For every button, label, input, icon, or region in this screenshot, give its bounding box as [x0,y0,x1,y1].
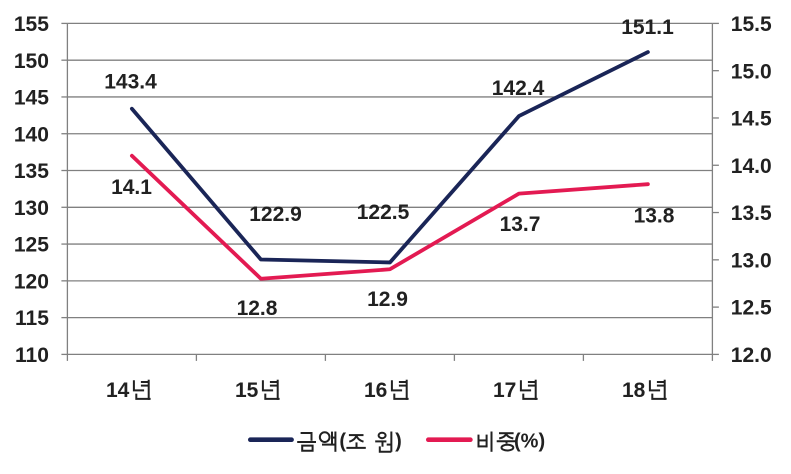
svg-text:142.4: 142.4 [492,77,545,100]
svg-text:12.9: 12.9 [367,288,408,311]
svg-text:15.0: 15.0 [731,60,772,83]
svg-text:122.5: 122.5 [357,201,410,224]
svg-text:135: 135 [14,160,49,183]
svg-text:14.5: 14.5 [731,108,772,131]
svg-text:(%): (%) [514,431,545,453]
svg-text:12.8: 12.8 [237,297,278,320]
svg-text:16: 16 [364,379,387,402]
svg-text:13.8: 13.8 [634,205,675,228]
svg-text:13.7: 13.7 [500,213,541,236]
svg-text:110: 110 [15,344,49,367]
svg-text:145: 145 [14,87,49,110]
svg-text:151.1: 151.1 [621,16,674,39]
svg-text:14.0: 14.0 [731,155,772,178]
svg-text:12.5: 12.5 [731,297,772,320]
svg-text:12.0: 12.0 [731,344,772,367]
svg-text:130: 130 [14,197,49,220]
svg-text:15.5: 15.5 [731,13,772,36]
svg-text:14: 14 [106,379,130,402]
svg-text:155: 155 [14,13,49,36]
svg-text:140: 140 [14,123,49,146]
svg-text:143.4: 143.4 [104,71,157,94]
svg-text:(: ( [339,431,346,453]
svg-text:18: 18 [622,379,646,402]
svg-text:120: 120 [14,270,49,293]
svg-text:115: 115 [15,307,49,330]
svg-text:): ) [395,431,402,453]
svg-text:17: 17 [493,379,516,402]
svg-text:122.9: 122.9 [249,203,302,226]
svg-text:125: 125 [14,234,49,257]
svg-text:14.1: 14.1 [111,176,152,199]
svg-text:13.5: 13.5 [731,202,772,225]
svg-text:13.0: 13.0 [731,249,772,272]
svg-text:15: 15 [235,379,259,402]
svg-text:150: 150 [14,50,49,73]
